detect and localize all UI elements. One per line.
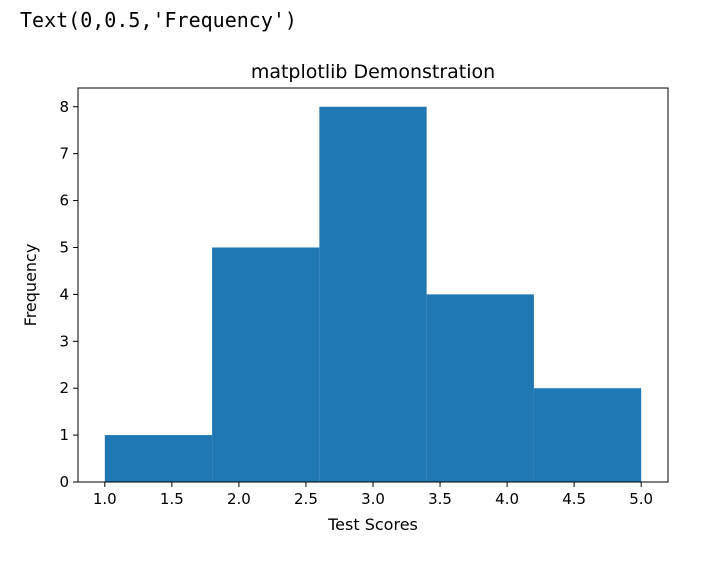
y-tick-label: 7 — [59, 145, 69, 163]
y-tick-label: 2 — [59, 379, 69, 397]
x-tick-label: 4.0 — [495, 490, 519, 508]
x-tick-label: 1.5 — [160, 490, 184, 508]
y-tick-label: 3 — [59, 332, 69, 350]
x-axis-ticks: 1.0 1.5 2.0 2.5 3.0 3.5 4.0 4.5 5.0 — [93, 482, 653, 508]
histogram-bar — [426, 294, 534, 482]
y-tick-label: 4 — [59, 285, 69, 303]
x-tick-label: 2.0 — [227, 490, 251, 508]
y-tick-label: 6 — [59, 192, 69, 210]
y-tick-label: 8 — [59, 98, 69, 116]
x-tick-label: 1.0 — [93, 490, 117, 508]
x-axis-label: Test Scores — [327, 515, 418, 534]
cell-output-text: Text(0,0.5,'Frequency') — [20, 8, 297, 32]
x-tick-label: 3.0 — [361, 490, 385, 508]
chart-title: matplotlib Demonstration — [251, 61, 495, 83]
histogram-bar — [319, 106, 427, 482]
histogram-bars — [104, 106, 642, 482]
x-tick-label: 3.5 — [428, 490, 452, 508]
histogram-bar — [104, 435, 213, 482]
x-tick-label: 2.5 — [294, 490, 318, 508]
x-tick-label: 4.5 — [562, 490, 586, 508]
y-tick-label: 0 — [59, 473, 69, 491]
y-tick-label: 5 — [59, 238, 69, 256]
histogram-bar — [212, 247, 320, 482]
y-axis-ticks: 0 1 2 3 4 5 6 7 8 — [59, 98, 78, 491]
y-axis-label: Frequency — [21, 244, 40, 327]
y-tick-label: 1 — [59, 426, 69, 444]
histogram-bar — [533, 388, 642, 482]
x-tick-label: 5.0 — [629, 490, 653, 508]
